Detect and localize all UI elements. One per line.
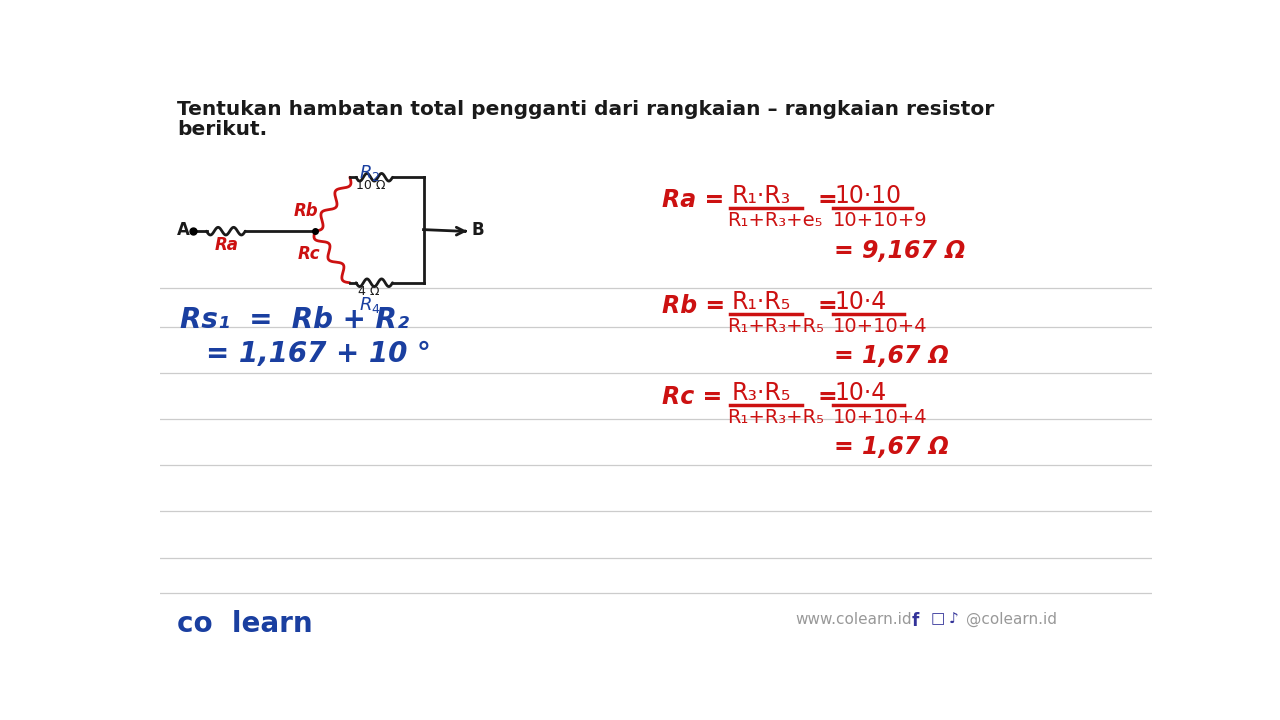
Text: =: = xyxy=(817,188,837,212)
Text: ♪: ♪ xyxy=(948,611,959,626)
Text: 10+10+4: 10+10+4 xyxy=(833,408,927,427)
Text: = 1,67 Ω: = 1,67 Ω xyxy=(835,344,950,369)
Text: R₁+R₃+R₅: R₁+R₃+R₅ xyxy=(727,318,824,336)
Text: = 1,67 Ω: = 1,67 Ω xyxy=(835,435,950,459)
Text: 10 Ω: 10 Ω xyxy=(356,179,385,192)
Text: = 9,167 Ω: = 9,167 Ω xyxy=(835,239,965,263)
Text: 4 Ω: 4 Ω xyxy=(357,285,379,298)
Text: Ra: Ra xyxy=(214,235,238,253)
Text: = 1,167 + 10 °: = 1,167 + 10 ° xyxy=(206,341,431,369)
Text: Ra =: Ra = xyxy=(662,188,724,212)
Text: berikut.: berikut. xyxy=(177,120,268,139)
Text: □: □ xyxy=(931,611,946,626)
Text: 10·4: 10·4 xyxy=(835,382,887,405)
Text: 10+10+4: 10+10+4 xyxy=(833,318,927,336)
Text: =: = xyxy=(817,294,837,318)
Text: @colearn.id: @colearn.id xyxy=(966,611,1057,626)
Text: co  learn: co learn xyxy=(177,610,312,638)
Text: $R_2$: $R_2$ xyxy=(360,163,380,184)
Text: $R_4$: $R_4$ xyxy=(360,295,381,315)
Text: A: A xyxy=(178,220,191,238)
Text: www.colearn.id: www.colearn.id xyxy=(795,611,913,626)
Text: Rs₁  =  Rb + R₂: Rs₁ = Rb + R₂ xyxy=(180,306,410,334)
Text: Rc =: Rc = xyxy=(662,385,722,409)
Text: R₁·R₃: R₁·R₃ xyxy=(732,184,791,208)
Text: R₃·R₅: R₃·R₅ xyxy=(732,382,791,405)
Text: 10·10: 10·10 xyxy=(835,184,901,208)
Text: f: f xyxy=(911,611,919,629)
Text: 10·4: 10·4 xyxy=(835,290,887,315)
Text: Rc: Rc xyxy=(298,245,320,263)
Text: Tentukan hambatan total pengganti dari rangkaian – rangkaian resistor: Tentukan hambatan total pengganti dari r… xyxy=(177,100,995,120)
Text: 10+10+9: 10+10+9 xyxy=(833,211,927,230)
Text: =: = xyxy=(817,385,837,409)
Text: R₁+R₃+e₅: R₁+R₃+e₅ xyxy=(727,211,823,230)
Text: R₁·R₅: R₁·R₅ xyxy=(732,290,791,315)
Text: Rb =: Rb = xyxy=(662,294,726,318)
Text: Rb: Rb xyxy=(293,202,317,220)
Text: B: B xyxy=(471,220,484,238)
Text: R₁+R₃+R₅: R₁+R₃+R₅ xyxy=(727,408,824,427)
